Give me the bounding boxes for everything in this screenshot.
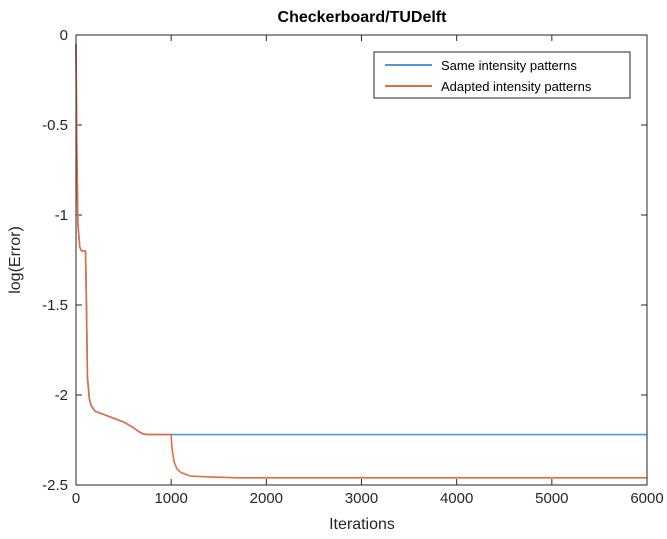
x-axis-title: Iterations [329, 516, 395, 533]
y-tick-label: -1.5 [42, 297, 68, 314]
series-layer [75, 43, 647, 479]
legend-label-adapted-intensity: Adapted intensity patterns [441, 79, 592, 94]
legend-label-same-intensity: Same intensity patterns [441, 58, 577, 73]
x-tick-label: 6000 [630, 490, 663, 507]
x-tick-label: 1000 [154, 490, 187, 507]
y-tick-label: -1 [55, 207, 68, 224]
x-tick-label: 0 [72, 490, 80, 507]
legend-box [373, 51, 631, 99]
x-tick-label: 3000 [345, 490, 378, 507]
tick-labels: 0 1000 2000 3000 4000 5000 6000 0 -0.5 -1 -1.5 -2 -2… [42, 27, 664, 507]
x-tick-label: 4000 [440, 490, 473, 507]
series-line-adapted-intensity [75, 43, 647, 479]
x-tick-label: 5000 [535, 490, 568, 507]
y-tick-label: -2.5 [42, 477, 68, 494]
plot-area [76, 35, 647, 485]
chart-title: Checkerboard/TUDelft [278, 9, 448, 26]
legend: Same intensity patterns Adapted intensit… [373, 51, 631, 99]
y-tick-label: -0.5 [42, 117, 68, 134]
y-tick-label: 0 [60, 27, 68, 44]
y-tick-label: -2 [55, 387, 68, 404]
x-tick-label: 2000 [250, 490, 283, 507]
plot-frame [75, 34, 648, 486]
y-axis-title: log(Error) [7, 226, 24, 294]
